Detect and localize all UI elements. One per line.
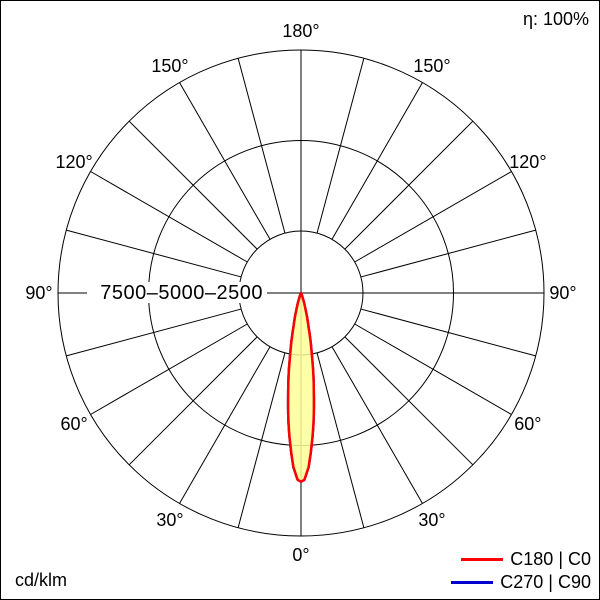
radial-label-bg [87, 282, 267, 303]
angle-label-60-left: 60° [60, 414, 87, 434]
curve-c180-c0 [286, 291, 316, 483]
grid-spoke-285 [66, 229, 242, 278]
efficiency-label: η: 100% [522, 9, 589, 29]
grid-spoke-105 [360, 308, 536, 357]
angle-label-60-right: 60° [514, 414, 541, 434]
grid-spoke-75 [360, 229, 536, 278]
angle-label-90-left: 90° [25, 283, 52, 303]
legend-line-blue-icon [451, 581, 494, 584]
legend-label-c270-c90: C270 | C90 [500, 572, 591, 592]
legend-item-c180-c0: C180 | C0 [451, 548, 591, 571]
grid-spoke-315 [128, 120, 258, 250]
grid-spoke-330 [179, 82, 271, 240]
radial-tick-labels: 7500–5000–2500 [100, 282, 263, 304]
grid-spoke-60 [354, 171, 512, 263]
grid-spoke-195 [237, 352, 286, 528]
grid-spoke-210 [179, 346, 271, 504]
angle-label-90-right: 90° [549, 283, 576, 303]
angle-label-150-right: 150° [413, 56, 450, 76]
unit-label: cd/klm [15, 570, 68, 590]
angle-label-30-left: 30° [156, 510, 183, 530]
grid-spoke-225 [128, 336, 258, 466]
grid-spoke-15 [316, 58, 365, 234]
grid-spoke-135 [344, 336, 474, 466]
grid-spoke-240 [90, 323, 248, 415]
angle-label-120-right: 120° [509, 152, 546, 172]
grid-spoke-120 [354, 323, 512, 415]
angle-label-120-left: 120° [55, 152, 92, 172]
legend-line-red-icon [461, 558, 504, 561]
angle-label-30-right: 30° [418, 510, 445, 530]
grid-spoke-45 [344, 120, 474, 250]
legend: C180 | C0 C270 | C90 [451, 548, 591, 594]
angle-label-150-left: 150° [151, 56, 188, 76]
legend-item-c270-c90: C270 | C90 [451, 571, 591, 594]
grid-spoke-150 [331, 346, 423, 504]
grid-spoke-300 [90, 171, 248, 263]
grid-spoke-345 [237, 58, 286, 234]
grid-spoke-30 [331, 82, 423, 240]
grid-spoke-255 [66, 308, 242, 357]
angle-label-180: 180° [282, 21, 319, 41]
legend-label-c180-c0: C180 | C0 [510, 549, 591, 569]
grid-spoke-165 [316, 352, 365, 528]
angle-label-0: 0° [292, 545, 309, 565]
